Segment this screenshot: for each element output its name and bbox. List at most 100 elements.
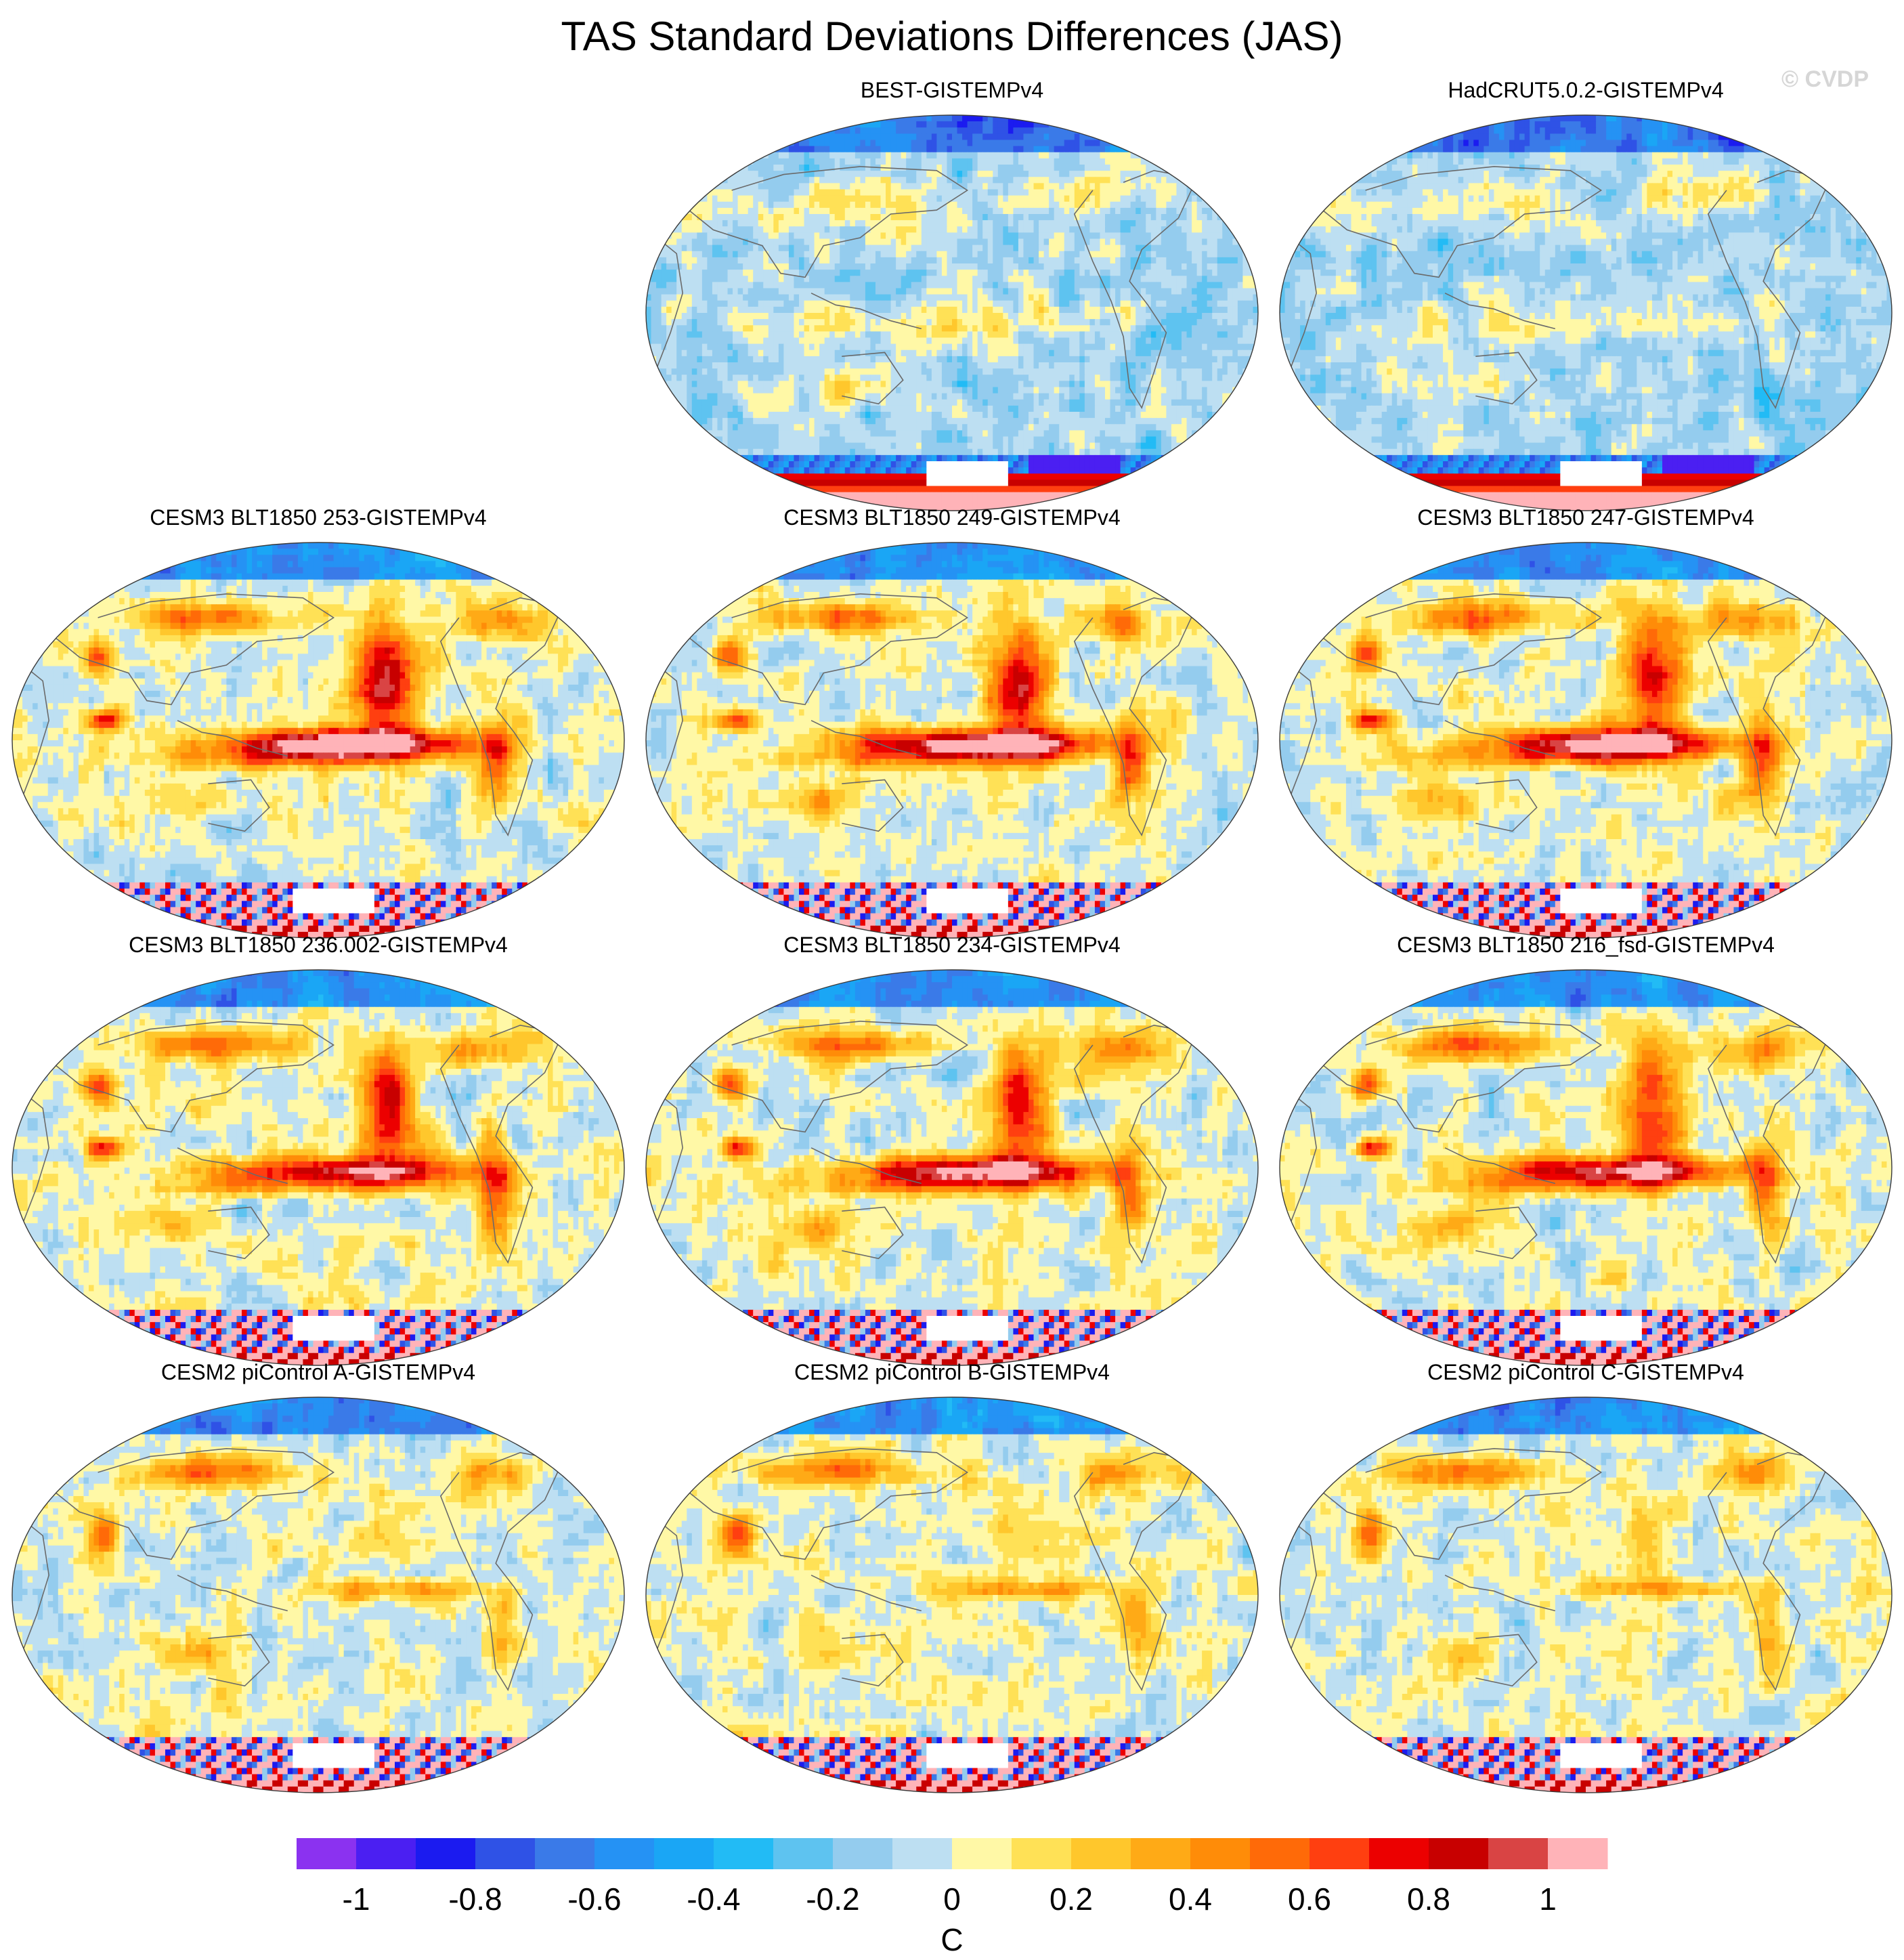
grid-cell bbox=[1125, 214, 1131, 221]
grid-cell bbox=[978, 202, 983, 209]
grid-cell bbox=[1187, 226, 1192, 233]
grid-cell bbox=[799, 202, 804, 209]
grid-cell bbox=[651, 368, 657, 375]
grid-cell bbox=[947, 289, 952, 295]
grid-cell bbox=[875, 251, 881, 258]
grid-cell bbox=[825, 263, 830, 270]
grid-cell bbox=[952, 319, 957, 326]
grid-cell bbox=[1069, 146, 1075, 153]
grid-cell bbox=[712, 239, 718, 246]
grid-cell bbox=[1008, 368, 1014, 375]
grid-cell bbox=[1029, 319, 1034, 326]
grid-cell bbox=[947, 146, 952, 153]
grid-cell bbox=[968, 177, 973, 184]
grid-cell bbox=[1095, 257, 1100, 264]
grid-cell bbox=[773, 362, 779, 369]
grid-cell bbox=[922, 146, 927, 153]
grid-cell bbox=[1069, 257, 1075, 264]
grid-cell bbox=[1131, 356, 1136, 363]
grid-cell bbox=[932, 245, 937, 252]
grid-cell bbox=[998, 356, 1003, 363]
grid-cell bbox=[1034, 239, 1039, 246]
grid-cell bbox=[748, 208, 754, 215]
grid-cell bbox=[692, 146, 697, 153]
grid-cell bbox=[1151, 289, 1156, 295]
grid-cell bbox=[1242, 276, 1248, 282]
grid-cell bbox=[982, 232, 988, 239]
grid-cell bbox=[1238, 350, 1243, 357]
grid-cell bbox=[911, 220, 917, 227]
grid-cell bbox=[687, 270, 692, 276]
grid-cell bbox=[646, 127, 651, 134]
grid-cell bbox=[1207, 362, 1213, 369]
grid-cell bbox=[947, 263, 952, 270]
grid-cell bbox=[1197, 183, 1203, 190]
grid-cell bbox=[835, 350, 840, 357]
grid-cell bbox=[809, 146, 815, 153]
grid-cell bbox=[1131, 171, 1136, 177]
grid-cell bbox=[1125, 202, 1131, 209]
grid-cell bbox=[865, 282, 871, 289]
grid-cell bbox=[865, 245, 871, 252]
grid-cell bbox=[1248, 202, 1253, 209]
grid-cell bbox=[1125, 152, 1131, 159]
grid-cell bbox=[835, 307, 840, 314]
grid-cell bbox=[722, 146, 728, 153]
grid-cell bbox=[773, 220, 779, 227]
grid-cell bbox=[870, 362, 875, 369]
grid-cell bbox=[1135, 344, 1141, 351]
grid-cell bbox=[1100, 183, 1105, 190]
grid-cell bbox=[1008, 140, 1014, 147]
grid-cell bbox=[1105, 171, 1110, 177]
grid-cell bbox=[1238, 338, 1243, 345]
grid-cell bbox=[1222, 313, 1228, 320]
grid-cell bbox=[819, 196, 825, 203]
grid-cell bbox=[662, 282, 667, 289]
grid-cell bbox=[952, 226, 957, 233]
grid-cell bbox=[692, 183, 697, 190]
grid-cell bbox=[702, 301, 708, 307]
grid-cell bbox=[911, 177, 917, 184]
grid-cell bbox=[993, 202, 998, 209]
grid-cell bbox=[646, 158, 651, 165]
grid-cell bbox=[697, 282, 702, 289]
grid-cell bbox=[819, 171, 825, 177]
grid-cell bbox=[646, 362, 651, 369]
grid-cell bbox=[1242, 301, 1248, 307]
grid-cell bbox=[1166, 270, 1171, 276]
grid-cell bbox=[870, 245, 875, 252]
grid-cell bbox=[687, 289, 692, 295]
grid-cell bbox=[952, 257, 957, 264]
grid-cell bbox=[1192, 121, 1197, 128]
grid-cell bbox=[1146, 257, 1151, 264]
grid-cell bbox=[825, 183, 830, 190]
grid-cell bbox=[682, 202, 687, 209]
grid-cell bbox=[891, 220, 896, 227]
grid-cell bbox=[1044, 133, 1050, 140]
grid-cell bbox=[1059, 251, 1064, 258]
grid-cell bbox=[906, 146, 911, 153]
grid-cell bbox=[687, 214, 692, 221]
grid-cell bbox=[646, 196, 651, 203]
grid-cell bbox=[656, 232, 662, 239]
grid-cell bbox=[850, 362, 855, 369]
grid-cell bbox=[783, 127, 789, 134]
grid-cell bbox=[1018, 214, 1024, 221]
grid-cell bbox=[926, 313, 932, 320]
grid-cell bbox=[1176, 196, 1182, 203]
grid-cell bbox=[1232, 158, 1238, 165]
grid-cell bbox=[962, 295, 968, 301]
grid-cell bbox=[850, 202, 855, 209]
grid-cell bbox=[982, 350, 988, 357]
grid-cell bbox=[942, 331, 947, 338]
grid-cell bbox=[942, 289, 947, 295]
grid-cell bbox=[1069, 325, 1075, 332]
grid-cell bbox=[1034, 263, 1039, 270]
grid-cell bbox=[855, 202, 861, 209]
grid-cell bbox=[702, 183, 708, 190]
grid-cell bbox=[1079, 220, 1085, 227]
grid-cell bbox=[1232, 251, 1238, 258]
grid-cell bbox=[978, 331, 983, 338]
grid-cell bbox=[794, 245, 799, 252]
grid-cell bbox=[978, 257, 983, 264]
